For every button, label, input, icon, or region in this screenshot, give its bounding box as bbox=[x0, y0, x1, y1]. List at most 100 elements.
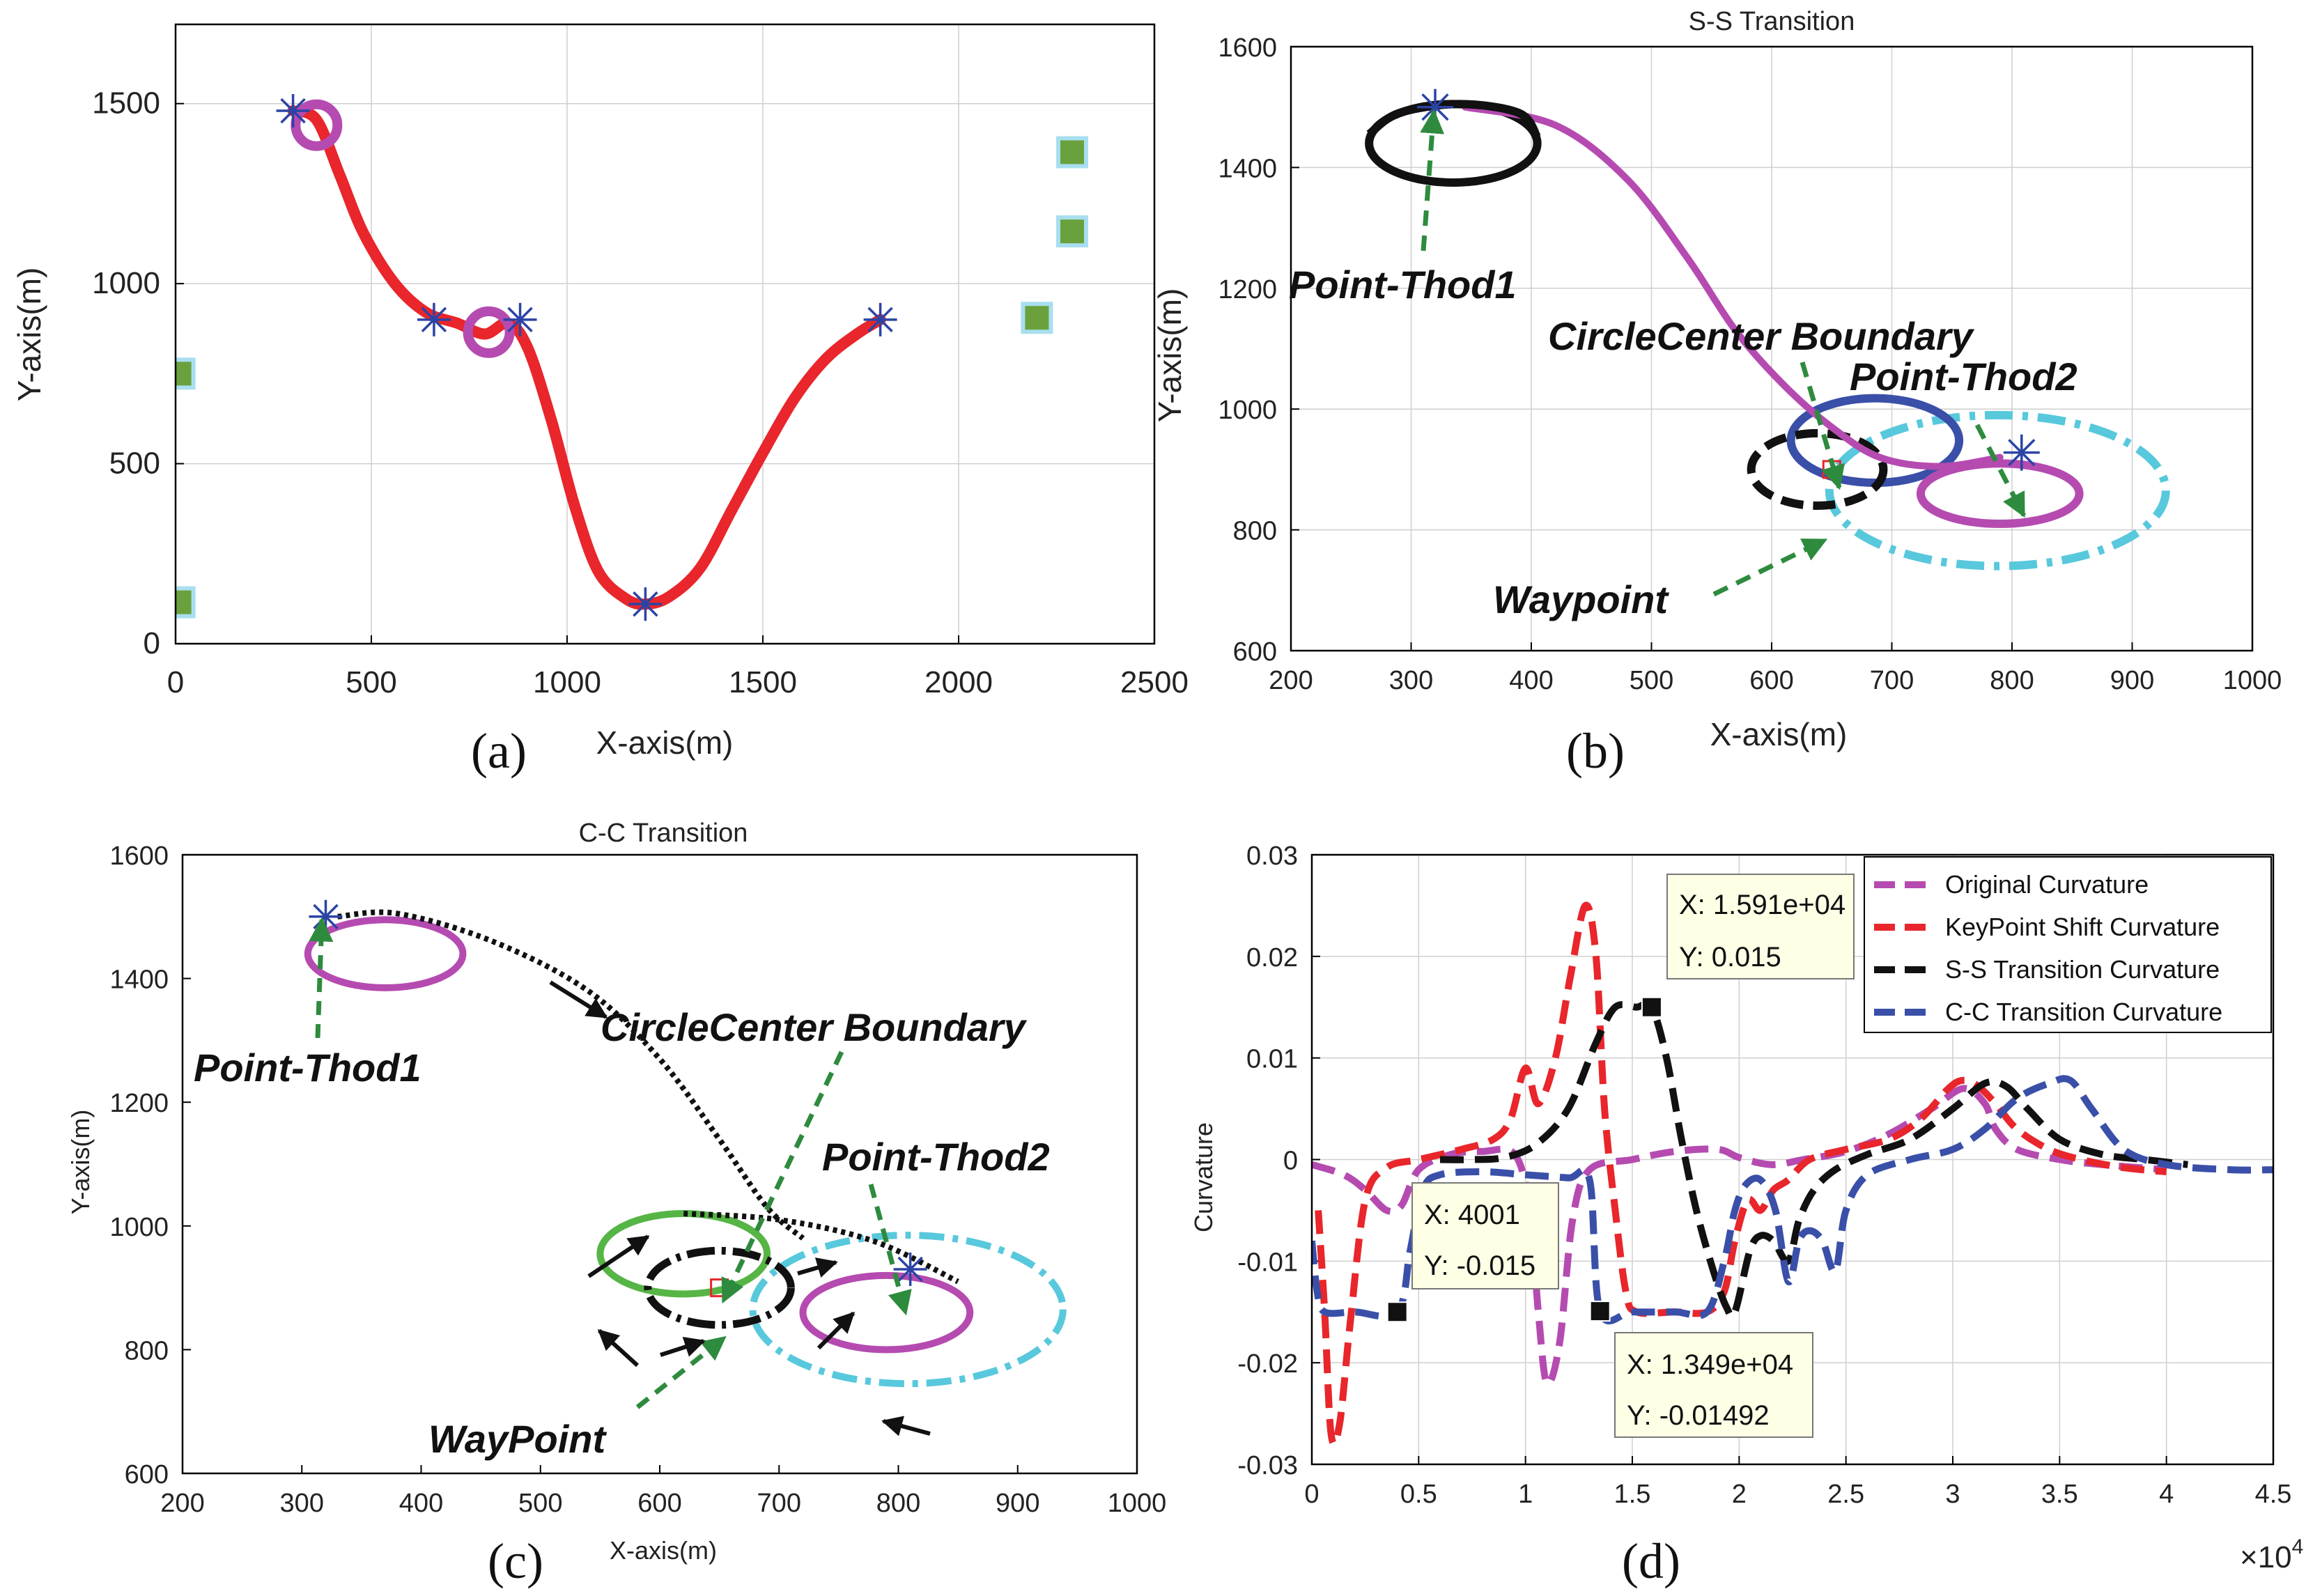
d-legend-label: S-S Transition Curvature bbox=[1945, 955, 2220, 984]
x-tick-label: 0.5 bbox=[1400, 1480, 1437, 1509]
x-tick-label: 3 bbox=[1945, 1480, 1960, 1509]
d-legend-items: Original Curvature KeyPoint Shift Curvatu… bbox=[1874, 870, 2222, 1026]
x-tick-label: 2500 bbox=[1120, 665, 1189, 699]
c-axes-frame bbox=[181, 853, 1138, 1475]
c-anno-point-thod1: Point-Thod1 bbox=[194, 1046, 421, 1090]
panel-d: 0 0.5 1 1.5 2 2.5 3 3.5 4 4.5 -0.03 -0.02 -0.01 0 0.0… bbox=[1189, 842, 2303, 1589]
c-transition-circle bbox=[644, 1246, 795, 1329]
x-tick-label: 400 bbox=[399, 1489, 443, 1518]
x-tick-label: 700 bbox=[757, 1489, 801, 1518]
x-tick-label: 1500 bbox=[729, 665, 797, 699]
b-x-axis-label: X-axis(m) bbox=[1710, 716, 1848, 752]
c-waypoint-marker bbox=[309, 899, 343, 933]
x-tick-label: 200 bbox=[160, 1489, 204, 1518]
x-tick-label: 2.5 bbox=[1827, 1480, 1864, 1509]
a-waypoint-marker bbox=[503, 302, 537, 336]
d-x-multiplier: ×104 bbox=[2240, 1535, 2303, 1574]
b-title: S-S Transition bbox=[1689, 7, 1855, 36]
y-tick-label: -0.03 bbox=[1237, 1451, 1298, 1480]
c-cc-path-inner bbox=[683, 1211, 959, 1285]
x-tick-label: 2000 bbox=[924, 665, 993, 699]
c-y-axis-label: Y-axis(m) bbox=[66, 1110, 95, 1215]
x-tick-label: 300 bbox=[1389, 666, 1433, 695]
b-annotation-arrows bbox=[1420, 109, 2027, 597]
panel-b: 200 300 400 500 600 700 800 900 1000 600 800 1000 1… bbox=[1152, 7, 2282, 779]
panel-a: 0 500 1000 1500 2000 2500 0 500 1000 1500 X-axis… bbox=[11, 23, 1189, 779]
x-tick-label: 3.5 bbox=[2041, 1480, 2078, 1509]
a-turn-circle bbox=[463, 306, 515, 358]
a-obstacle bbox=[176, 586, 196, 619]
y-tick-label: 0 bbox=[144, 626, 160, 660]
d-y-tick-labels: -0.03 -0.02 -0.01 0 0.01 0.02 0.03 bbox=[1237, 842, 1320, 1480]
y-tick-label: 0.03 bbox=[1246, 842, 1298, 871]
x-tick-label: 500 bbox=[1630, 666, 1673, 695]
y-tick-label: 1000 bbox=[92, 266, 160, 300]
a-obstacle bbox=[176, 357, 196, 390]
a-x-axis-label: X-axis(m) bbox=[596, 725, 734, 761]
c-anno-circlecenter: CircleCenter Boundary bbox=[601, 1005, 1028, 1049]
y-tick-label: 1000 bbox=[1218, 396, 1277, 425]
x-tick-label: 600 bbox=[1749, 666, 1793, 695]
x-tick-label: 900 bbox=[2110, 666, 2154, 695]
d-datatip-markers bbox=[1386, 996, 1662, 1323]
y-tick-label: 0.01 bbox=[1246, 1045, 1298, 1074]
c-start-circle bbox=[304, 916, 467, 991]
x-tick-label: 1000 bbox=[2223, 666, 2282, 695]
c-panel-label: (c) bbox=[488, 1533, 543, 1589]
a-axes-frame bbox=[174, 23, 1156, 645]
d-legend-label: C-C Transition Curvature bbox=[1945, 998, 2222, 1026]
d-series-2 bbox=[1315, 901, 2167, 1448]
d-axes-frame bbox=[1310, 853, 2275, 1466]
y-tick-label: 0.02 bbox=[1246, 943, 1298, 973]
x-tick-label: 1000 bbox=[533, 665, 601, 699]
c-anno-point-thod2: Point-Thod2 bbox=[822, 1135, 1050, 1179]
a-turn-circles bbox=[291, 99, 515, 358]
x-tick-label: 600 bbox=[637, 1489, 681, 1518]
y-tick-label: 1000 bbox=[109, 1213, 169, 1242]
c-cc-path bbox=[337, 909, 805, 1241]
d-datatip-3-box bbox=[1614, 1332, 1813, 1438]
a-obstacle bbox=[1055, 136, 1088, 169]
d-datatip-2-x: X: 4001 bbox=[1424, 1200, 1520, 1230]
d-series-3 bbox=[1439, 1000, 2188, 1320]
c-waypoint-marker bbox=[893, 1252, 927, 1286]
a-obstacle bbox=[1055, 215, 1088, 248]
b-anno-waypoint: Waypoint bbox=[1493, 578, 1669, 621]
x-tick-label: 900 bbox=[996, 1489, 1039, 1518]
y-tick-label: 1600 bbox=[1218, 33, 1277, 63]
b-waypoint-marker bbox=[2003, 434, 2040, 471]
d-series-4 bbox=[1312, 1075, 2273, 1324]
b-ss-path bbox=[1462, 103, 2004, 470]
x-tick-label: 0 bbox=[167, 665, 184, 699]
d-datatip-2-box bbox=[1411, 1182, 1559, 1289]
a-waypoint-marker bbox=[863, 302, 897, 336]
y-tick-label: 600 bbox=[125, 1460, 169, 1489]
d-panel-label: (d) bbox=[1622, 1533, 1680, 1589]
d-datatip-1: X: 1.591e+04 Y: 0.015 bbox=[1666, 874, 1855, 979]
y-tick-label: 0 bbox=[1283, 1147, 1298, 1176]
c-boundary-circle bbox=[749, 1232, 1067, 1388]
panel-c: 200 300 400 500 600 700 800 900 1000 600 800 1000 1… bbox=[66, 819, 1166, 1589]
y-tick-label: 600 bbox=[1233, 637, 1277, 667]
a-panel-label: (a) bbox=[471, 723, 527, 779]
d-datatip-1-x: X: 1.591e+04 bbox=[1679, 890, 1845, 920]
d-legend-label: Original Curvature bbox=[1945, 870, 2149, 899]
a-waypoint-marker bbox=[417, 302, 451, 336]
c-x-tick-labels: 200 300 400 500 600 700 800 900 1000 bbox=[160, 1465, 1166, 1518]
a-waypoint-marker bbox=[276, 94, 310, 128]
b-start-arc bbox=[1366, 100, 1541, 140]
x-tick-label: 800 bbox=[876, 1489, 920, 1518]
a-obstacle bbox=[1021, 302, 1053, 334]
x-tick-label: 4.5 bbox=[2255, 1480, 2292, 1509]
y-tick-label: 1200 bbox=[1218, 275, 1277, 304]
b-transition-circle bbox=[1747, 428, 1888, 510]
c-title: C-C Transition bbox=[579, 819, 748, 848]
y-tick-label: 1200 bbox=[109, 1089, 169, 1118]
x-tick-label: 0 bbox=[1304, 1480, 1319, 1509]
y-tick-label: 1500 bbox=[92, 86, 160, 121]
b-axes-frame bbox=[1290, 45, 2254, 652]
y-tick-label: 800 bbox=[1233, 517, 1277, 546]
b-y-tick-labels: 600 800 1000 1200 1400 1600 bbox=[1218, 33, 1299, 667]
y-tick-label: 1400 bbox=[109, 966, 169, 995]
